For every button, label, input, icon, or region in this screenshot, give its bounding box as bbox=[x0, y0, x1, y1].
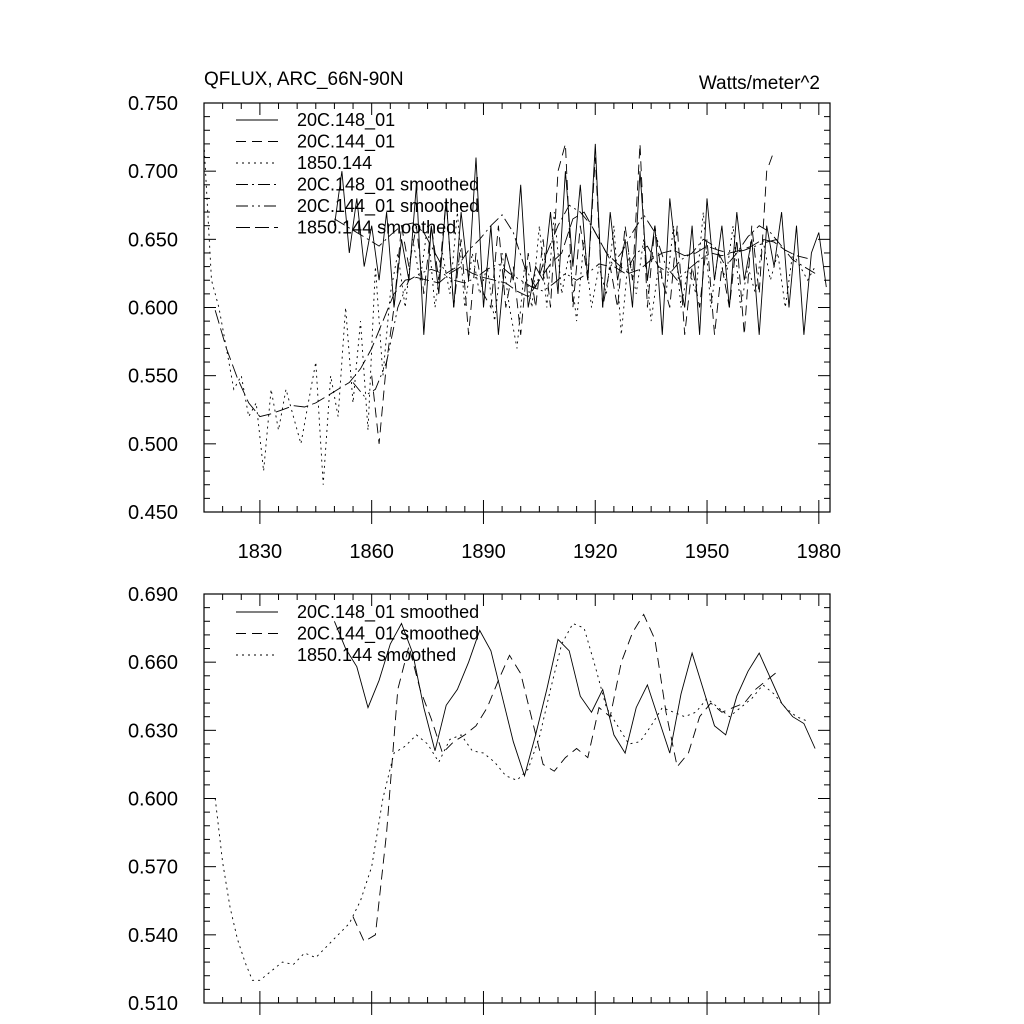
legend-label: 1850.144 smoothed bbox=[297, 218, 456, 238]
x-tick-label: 1890 bbox=[461, 541, 506, 563]
series-line-6 bbox=[214, 211, 808, 418]
legend-label: 1850.144 smoothed bbox=[297, 645, 456, 665]
y-tick-label: 0.600 bbox=[128, 789, 178, 811]
legend-label: 20C.144_01 bbox=[297, 132, 395, 153]
series-line-1 bbox=[333, 143, 827, 335]
legend-label: 20C.148_01 bbox=[297, 110, 395, 131]
series-line-3 bbox=[204, 143, 816, 485]
y-tick-label: 0.500 bbox=[128, 434, 178, 456]
y-tick-label: 0.450 bbox=[128, 502, 178, 524]
series-line-3 bbox=[214, 622, 808, 981]
x-tick-label: 1980 bbox=[797, 541, 842, 563]
y-tick-label: 0.700 bbox=[128, 161, 178, 183]
chart-panel-2: 0.510 0.540 0.570 0.600 0.630 0.660 0.690 20C.1… bbox=[128, 584, 831, 1015]
series-line-2 bbox=[371, 143, 775, 444]
y-tick-label: 0.550 bbox=[128, 366, 178, 388]
chart-panel-1: 0.450 0.500 0.550 0.600 0.650 0.700 0.750 1830 1… bbox=[128, 69, 841, 563]
legend-label: 20C.148_01 smoothed bbox=[297, 602, 479, 623]
legend-label: 1850.144 bbox=[297, 153, 372, 173]
x-tick-label: 1830 bbox=[238, 541, 283, 563]
series-line-1 bbox=[333, 621, 816, 778]
legend-label: 20C.148_01 smoothed bbox=[297, 175, 479, 196]
chart-title: QFLUX, ARC_66N-90N bbox=[204, 69, 404, 90]
units-label: Watts/meter^2 bbox=[699, 73, 820, 94]
y-tick-label: 0.750 bbox=[128, 93, 178, 115]
y-tick-label: 0.510 bbox=[128, 993, 178, 1015]
x-tick-label: 1920 bbox=[573, 541, 618, 563]
y-tick-label: 0.600 bbox=[128, 298, 178, 320]
y-tick-label: 0.660 bbox=[128, 652, 178, 674]
y-tick-label: 0.570 bbox=[128, 857, 178, 879]
series-line-2 bbox=[352, 613, 779, 943]
series-line-4 bbox=[334, 204, 816, 289]
x-tick-label: 1860 bbox=[349, 541, 394, 563]
y-tick-label: 0.690 bbox=[128, 584, 178, 606]
y-tick-label: 0.540 bbox=[128, 925, 178, 947]
x-tick-label: 1950 bbox=[685, 541, 730, 563]
series-line-5 bbox=[352, 213, 778, 397]
y-tick-label: 0.630 bbox=[128, 720, 178, 742]
legend-label: 20C.144_01 smoothed bbox=[297, 624, 479, 645]
legend-label: 20C.144_01 smoothed bbox=[297, 196, 479, 217]
y-tick-label: 0.650 bbox=[128, 229, 178, 251]
